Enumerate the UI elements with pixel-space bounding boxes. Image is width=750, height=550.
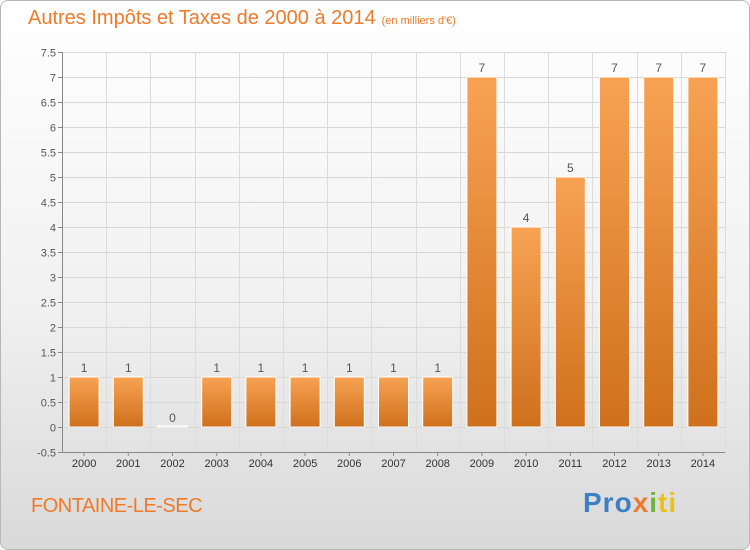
data-label: 4 xyxy=(523,211,530,225)
bar xyxy=(643,76,675,428)
data-label: 1 xyxy=(213,361,220,375)
bar xyxy=(157,425,188,428)
y-tick-label: 2 xyxy=(50,323,56,335)
bar xyxy=(510,226,542,428)
x-tick-label: 2012 xyxy=(602,458,626,470)
y-tick-label: 6 xyxy=(50,123,56,135)
y-tick-label: 3 xyxy=(50,273,56,285)
x-tick-label: 2000 xyxy=(72,458,96,470)
bar xyxy=(422,376,454,428)
x-tick-label: 2001 xyxy=(116,458,140,470)
place-name: FONTAINE-LE-SEC xyxy=(31,495,203,517)
y-tick-label: 7 xyxy=(50,73,56,85)
chart-title-text: Autres Impôts et Taxes de 2000 à 2014 xyxy=(28,7,376,29)
y-tick-label: 4 xyxy=(50,223,56,235)
y-tick-label: 0 xyxy=(50,423,56,435)
brand-part-1: Pro xyxy=(583,487,633,518)
bar xyxy=(378,376,409,428)
data-label: 1 xyxy=(434,361,441,375)
data-label: 1 xyxy=(346,361,353,375)
x-tick-label: 2011 xyxy=(558,458,582,470)
bar xyxy=(599,76,630,428)
x-tick-label: 2013 xyxy=(646,458,670,470)
y-tick-label: 2.5 xyxy=(41,298,56,310)
data-label: 1 xyxy=(81,361,88,375)
y-tick-label: 7.5 xyxy=(41,48,56,60)
brand-part-4: ti xyxy=(658,487,678,518)
y-tick-label: 3.5 xyxy=(41,248,56,260)
data-label: 0 xyxy=(169,411,176,425)
brand-part-3: i xyxy=(649,487,659,518)
data-label: 7 xyxy=(611,61,618,75)
y-tick-label: 4.5 xyxy=(41,198,56,210)
x-tick-label: 2003 xyxy=(204,458,228,470)
x-tick-label: 2005 xyxy=(293,458,317,470)
x-tick-label: 2009 xyxy=(470,458,494,470)
x-tick-label: 2006 xyxy=(337,458,361,470)
chart-title: Autres Impôts et Taxes de 2000 à 2014 (en… xyxy=(28,7,456,30)
bar xyxy=(112,376,144,428)
data-label: 1 xyxy=(125,361,132,375)
data-label: 1 xyxy=(390,361,397,375)
data-label: 5 xyxy=(567,161,574,175)
x-tick-label: 2008 xyxy=(425,458,449,470)
bar xyxy=(687,76,719,428)
data-label: 7 xyxy=(655,61,662,75)
bar xyxy=(466,76,498,428)
brand-logo[interactable]: Proxiti xyxy=(583,487,677,519)
y-tick-label: 0.5 xyxy=(41,398,56,410)
y-tick-label: 5 xyxy=(50,173,56,185)
data-label: 1 xyxy=(258,361,265,375)
data-label: 7 xyxy=(479,61,486,75)
chart-subtitle: (en milliers d'€) xyxy=(381,15,456,27)
bar xyxy=(201,376,233,428)
bar xyxy=(333,376,365,428)
data-label: 7 xyxy=(700,61,707,75)
x-tick-label: 2010 xyxy=(514,458,538,470)
y-tick-label: 1 xyxy=(50,373,56,385)
bar xyxy=(554,176,586,428)
bar xyxy=(289,376,321,428)
data-label: 1 xyxy=(302,361,309,375)
brand-part-2: x xyxy=(632,487,650,518)
bar xyxy=(68,376,100,428)
y-tick-label: -0.5 xyxy=(37,448,56,460)
axes xyxy=(58,52,725,456)
x-tick-label: 2004 xyxy=(249,458,273,470)
x-tick-label: 2007 xyxy=(381,458,405,470)
y-tick-label: 5.5 xyxy=(41,148,56,160)
x-tick-label: 2002 xyxy=(160,458,184,470)
y-tick-label: 6.5 xyxy=(41,98,56,110)
bars xyxy=(68,76,719,428)
x-tick-label: 2014 xyxy=(691,458,715,470)
y-tick-label: 1.5 xyxy=(41,348,56,360)
labels: -0.5 0 0.5 1 1.5 2 2.5 3 3.5 4 4.5 5 5.5 6 6.5 7 7.5 1 200… xyxy=(37,48,715,471)
bar xyxy=(245,376,277,428)
